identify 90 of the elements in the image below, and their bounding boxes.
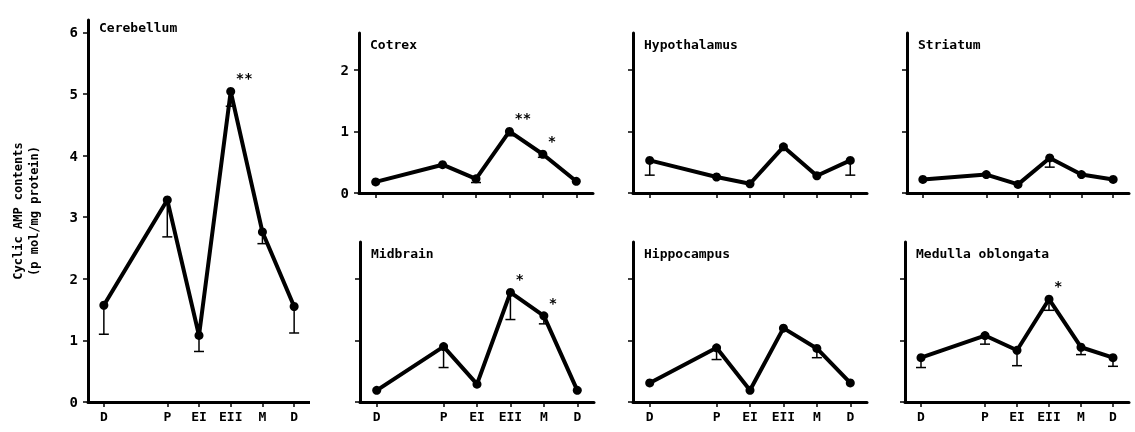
chart-title: Striatum <box>918 37 981 52</box>
x-tick-label: EII <box>218 409 243 424</box>
annotation: * <box>548 294 558 311</box>
x-tick-label: D <box>372 409 381 424</box>
point <box>257 227 267 237</box>
point <box>1013 179 1023 189</box>
point <box>918 174 928 184</box>
point <box>505 287 515 297</box>
point <box>371 177 381 187</box>
x-tick-label: D <box>573 409 582 424</box>
x-tick-label: P <box>439 409 448 424</box>
point <box>981 170 991 180</box>
point <box>1044 294 1054 304</box>
y-tick-label: 6 <box>69 24 78 41</box>
point <box>745 385 755 395</box>
annotation: * <box>1054 278 1063 295</box>
y-tick-label: 2 <box>340 61 349 78</box>
x-tick-label: EII <box>1037 409 1061 424</box>
point <box>845 155 855 165</box>
x-tick-label: M <box>1077 409 1086 424</box>
point <box>471 174 481 184</box>
x-tick-label: P <box>163 409 172 424</box>
chart-title: Medulla oblongata <box>916 246 1050 261</box>
x-tick-label: EII <box>498 409 523 424</box>
annotation: * <box>515 271 524 288</box>
x-tick-label: EII <box>771 409 796 424</box>
point <box>538 149 548 159</box>
point <box>472 379 482 389</box>
point <box>504 126 514 136</box>
point <box>571 176 581 186</box>
point <box>812 343 822 353</box>
chart-title: Hypothalamus <box>644 37 738 52</box>
y-tick-label: 1 <box>340 123 349 140</box>
point <box>712 172 722 182</box>
y-tick-label: 3 <box>69 209 78 226</box>
point <box>812 171 822 181</box>
y-tick-label: 0 <box>340 185 349 201</box>
point <box>745 179 755 189</box>
x-tick-label: D <box>917 409 926 424</box>
chart-title: Hippocampus <box>644 246 731 261</box>
x-tick-label: M <box>812 409 821 424</box>
y-tick-label: 5 <box>69 85 78 102</box>
x-tick-label: P <box>981 409 990 424</box>
chart-title: Cotrex <box>370 37 418 52</box>
x-tick-label: D <box>645 409 654 424</box>
point <box>289 302 299 311</box>
annotation: ** <box>514 110 532 127</box>
point <box>916 353 926 363</box>
point <box>438 160 448 170</box>
x-tick-label: D <box>99 409 108 424</box>
point <box>226 86 236 96</box>
point <box>1108 353 1118 363</box>
point <box>778 323 788 333</box>
point <box>645 378 655 388</box>
chart-title: Midbrain <box>371 246 434 261</box>
point <box>778 142 788 152</box>
point <box>194 330 204 340</box>
x-tick-label: EI <box>469 409 485 424</box>
point <box>1076 342 1086 352</box>
x-tick-label: D <box>290 409 299 424</box>
x-tick-label: EI <box>1009 409 1025 424</box>
point <box>1076 170 1086 180</box>
y-axis-title: Cyclic AMP contents (p mol/mg protein) <box>11 142 41 280</box>
x-tick-label: M <box>258 409 267 424</box>
point <box>572 385 582 395</box>
point <box>1108 174 1118 184</box>
y-tick-label: 0 <box>69 394 78 410</box>
point <box>162 195 172 205</box>
point <box>539 311 549 321</box>
chart-title: Cerebellum <box>99 20 178 35</box>
point <box>845 378 855 388</box>
annotation: * <box>547 133 557 150</box>
y-tick-label: 4 <box>69 147 78 164</box>
point <box>372 385 382 395</box>
point <box>712 343 722 353</box>
point <box>439 342 449 352</box>
x-tick-label: EI <box>191 409 207 424</box>
point <box>1045 153 1055 163</box>
point <box>980 331 990 341</box>
x-tick-label: D <box>1109 409 1118 424</box>
x-tick-label: EI <box>742 409 758 424</box>
point <box>645 155 655 165</box>
x-tick-label: D <box>846 409 855 424</box>
x-tick-label: M <box>539 409 548 424</box>
point <box>99 300 109 310</box>
y-tick-label: 1 <box>69 332 78 349</box>
x-tick-label: P <box>712 409 721 424</box>
point <box>1012 345 1022 355</box>
annotation: ** <box>235 70 253 87</box>
y-tick-label: 2 <box>69 270 78 287</box>
